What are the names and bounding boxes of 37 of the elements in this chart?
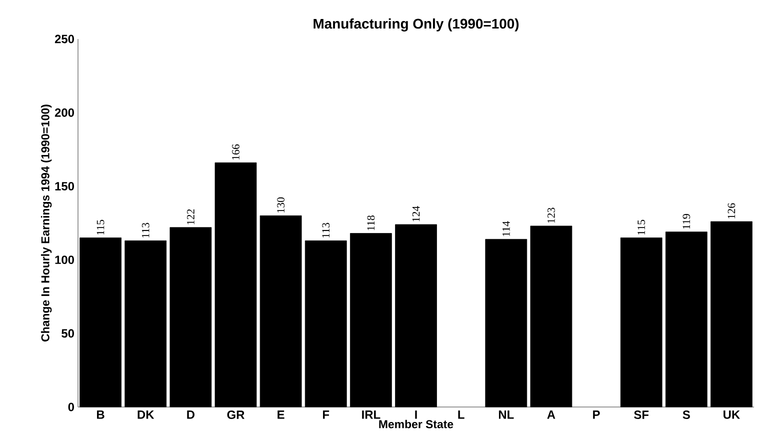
data-label: 119 bbox=[682, 214, 690, 229]
x-tick-label: D bbox=[187, 410, 194, 419]
chart-title: Manufacturing Only (1990=100) bbox=[314, 18, 519, 32]
x-tick-label: DK bbox=[138, 410, 154, 419]
data-label: 115 bbox=[96, 220, 104, 235]
x-tick-label: I bbox=[415, 410, 417, 419]
data-label: 113 bbox=[322, 222, 330, 238]
x-tick-label: A bbox=[547, 410, 556, 419]
data-label: 118 bbox=[367, 215, 375, 230]
y-tick-label: 200 bbox=[54, 108, 74, 117]
data-label: 130 bbox=[277, 197, 284, 212]
x-tick-label: L bbox=[458, 410, 464, 419]
data-label: 122 bbox=[187, 209, 194, 224]
data-label: 113 bbox=[142, 222, 150, 238]
y-tick-label: 150 bbox=[55, 182, 74, 190]
y-tick-label: 0 bbox=[68, 402, 74, 412]
x-tick-label: UK bbox=[724, 410, 740, 419]
x-tick-label: B bbox=[97, 410, 104, 419]
data-label: 115 bbox=[638, 220, 646, 235]
data-label: 123 bbox=[548, 208, 555, 223]
x-tick-label: SF bbox=[634, 410, 649, 419]
x-tick-label: NL bbox=[498, 410, 514, 419]
x-tick-label: P bbox=[593, 410, 600, 419]
x-tick-label: S bbox=[682, 410, 690, 419]
y-tick-label: 100 bbox=[55, 256, 74, 264]
x-tick-label: F bbox=[323, 410, 330, 419]
y-axis-title: Change In Hourly Earnings 1994 (1990=100) bbox=[40, 104, 52, 342]
x-tick-label: GR bbox=[227, 410, 244, 419]
data-label: 124 bbox=[412, 206, 420, 222]
x-tick-label: IRL bbox=[362, 410, 380, 419]
x-axis-title: Member State bbox=[379, 420, 454, 428]
y-tick-label: 50 bbox=[62, 329, 74, 338]
data-label: 114 bbox=[502, 221, 510, 236]
data-label: 126 bbox=[728, 203, 736, 218]
y-tick-label: 250 bbox=[54, 34, 74, 44]
data-label: 166 bbox=[232, 144, 240, 160]
x-tick-label: E bbox=[278, 410, 284, 419]
